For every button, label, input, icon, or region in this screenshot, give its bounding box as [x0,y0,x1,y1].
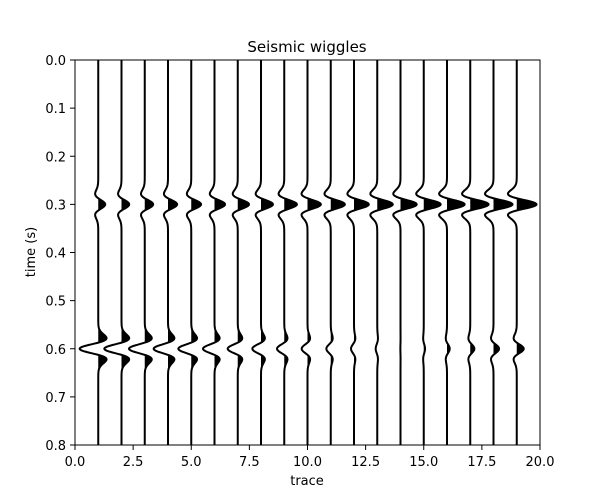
trace-fill-7 [237,198,249,375]
y-tick-label: 0.5 [45,295,66,310]
y-tick-label: 0.0 [45,54,66,69]
trace-fill-10 [307,198,321,374]
trace-fill-17 [470,198,489,356]
trace-line-9 [276,60,298,445]
plot-area [78,60,538,445]
trace-fill-9 [284,198,297,375]
y-axis-ticks: 0.0 0.1 0.2 0.3 0.4 0.5 0.6 0.7 0.8 [45,54,75,454]
x-tick-label: 20.0 [526,455,555,470]
trace-fill-3 [144,198,154,376]
x-tick-label: 2.5 [123,455,144,470]
trace-fill-18 [493,198,513,356]
trace-line-11 [323,60,346,445]
trace-line-1 [78,60,108,445]
trace-fill-19 [516,198,537,356]
y-tick-label: 0.8 [45,439,66,454]
trace-fill-5 [191,198,202,376]
x-tick-label: 5.0 [181,455,202,470]
trace-fill-16 [447,198,465,356]
x-tick-label: 10.0 [293,455,322,470]
trace-fill-4 [168,198,178,376]
y-tick-label: 0.1 [45,102,66,117]
trace-line-14 [392,60,418,445]
x-tick-label: 15.0 [409,455,438,470]
trace-fill-8 [261,198,273,375]
trace-line-12 [346,60,370,445]
trace-line-6 [201,60,227,445]
trace-line-3 [127,60,155,445]
y-tick-label: 0.7 [45,391,66,406]
trace-fill-12 [354,198,369,373]
y-tick-label: 0.4 [45,247,66,262]
trace-line-10 [300,60,322,445]
trace-fill-14 [400,198,417,366]
y-tick-label: 0.2 [45,150,66,165]
x-tick-label: 17.5 [467,455,496,470]
x-axis-label: trace [290,474,324,489]
trace-line-7 [226,60,251,445]
chart-title: Seismic wiggles [247,38,366,56]
trace-line-16 [438,60,466,445]
y-tick-label: 0.6 [45,343,66,358]
trace-line-19 [506,60,538,445]
y-axis-label: time (s) [24,227,39,277]
trace-fill-2 [121,198,130,376]
trace-fill-13 [377,198,393,372]
trace-line-18 [483,60,514,445]
trace-line-17 [461,60,490,445]
x-tick-label: 0.0 [65,455,86,470]
trace-line-8 [251,60,274,445]
trace-line-15 [415,60,442,445]
x-tick-label: 12.5 [351,455,380,470]
plot-frame [74,59,541,446]
trace-fill-6 [214,198,226,376]
trace-line-13 [369,60,394,445]
x-axis-ticks: 0.0 2.5 5.0 7.5 10.0 12.5 15.0 17.5 20.0 [65,445,555,470]
y-tick-label: 0.3 [45,198,66,213]
trace-line-5 [177,60,203,445]
trace-fill-15 [423,198,441,356]
x-tick-label: 7.5 [239,455,260,470]
trace-line-2 [103,60,131,445]
trace-fill-11 [330,198,345,374]
trace-line-4 [152,60,179,445]
